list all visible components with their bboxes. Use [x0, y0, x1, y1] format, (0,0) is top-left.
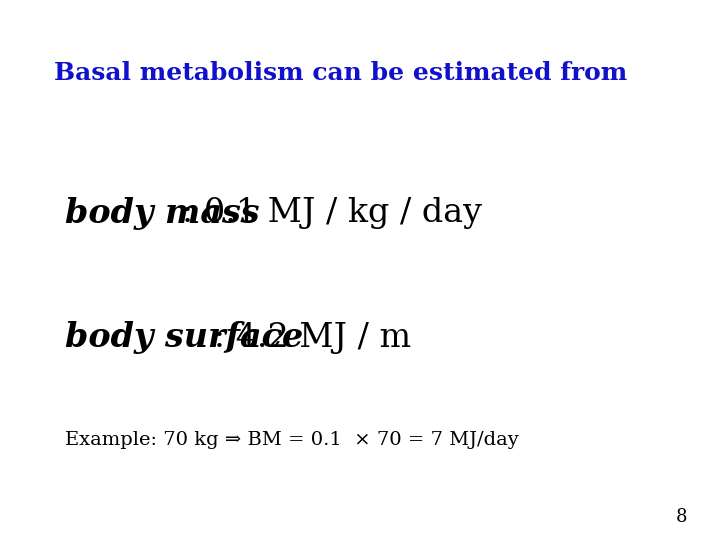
Text: ​: 4.2 MJ / m: ​: 4.2 MJ / m [65, 321, 411, 354]
Text: 8: 8 [676, 509, 688, 526]
Text: Example: 70 kg ⇒ BM = 0.1  × 70 = 7 MJ/day: Example: 70 kg ⇒ BM = 0.1 × 70 = 7 MJ/da… [65, 431, 518, 449]
Text: ​: 0.1 MJ / kg / day: ​: 0.1 MJ / kg / day [65, 197, 482, 230]
Text: body mass: body mass [65, 197, 259, 230]
Text: Basal metabolism can be estimated from: Basal metabolism can be estimated from [54, 61, 627, 85]
Text: body surface: body surface [65, 321, 303, 354]
